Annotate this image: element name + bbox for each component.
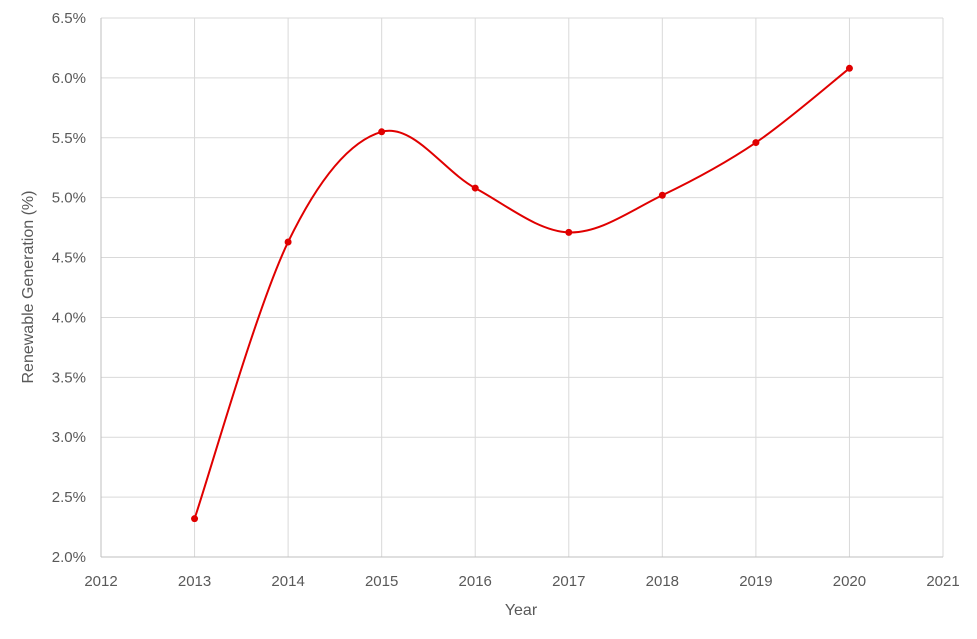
x-tick-label: 2017: [552, 573, 585, 590]
data-series: [191, 64, 853, 523]
y-tick-label: 4.5%: [52, 250, 86, 267]
data-point: [471, 184, 479, 192]
series-line: [193, 67, 851, 519]
y-tick-label: 3.0%: [52, 429, 86, 446]
y-axis-title: Renewable Generation (%): [20, 191, 37, 384]
y-tick-label: 6.0%: [52, 70, 86, 87]
x-axis-title: Year: [505, 602, 538, 619]
x-tick-label: 2014: [271, 573, 304, 590]
data-point: [752, 139, 760, 147]
y-tick-label: 2.0%: [52, 549, 86, 566]
y-tick-label: 3.5%: [52, 369, 86, 386]
y-tick-label: 5.0%: [52, 190, 86, 207]
x-tick-label: 2016: [459, 573, 492, 590]
y-axis-tick-labels: 2.0% 2.5% 3.0% 3.5% 4.0% 4.5% 5.0% 5.5% 6.0% 6.5%: [52, 10, 86, 566]
y-tick-label: 5.5%: [52, 130, 86, 147]
x-axis-tick-labels: 2012 2013 2014 2015 2016 2017 2018 2019 2020 2021: [84, 573, 959, 590]
x-tick-label: 2015: [365, 573, 398, 590]
data-point: [191, 515, 199, 523]
x-tick-label: 2013: [178, 573, 211, 590]
y-tick-label: 2.5%: [52, 489, 86, 506]
y-tick-label: 4.0%: [52, 309, 86, 326]
y-tick-label: 6.5%: [52, 10, 86, 27]
data-point: [284, 238, 292, 246]
x-tick-label: 2012: [84, 573, 117, 590]
plot-area: [100, 18, 943, 558]
x-tick-label: 2018: [646, 573, 679, 590]
x-tick-label: 2020: [833, 573, 866, 590]
data-point: [565, 228, 573, 236]
data-point: [658, 191, 666, 199]
data-point: [845, 64, 853, 72]
gridlines: [100, 17, 944, 558]
data-point: [378, 128, 386, 136]
x-tick-label: 2019: [739, 573, 772, 590]
x-tick-label: 2021: [926, 573, 959, 590]
